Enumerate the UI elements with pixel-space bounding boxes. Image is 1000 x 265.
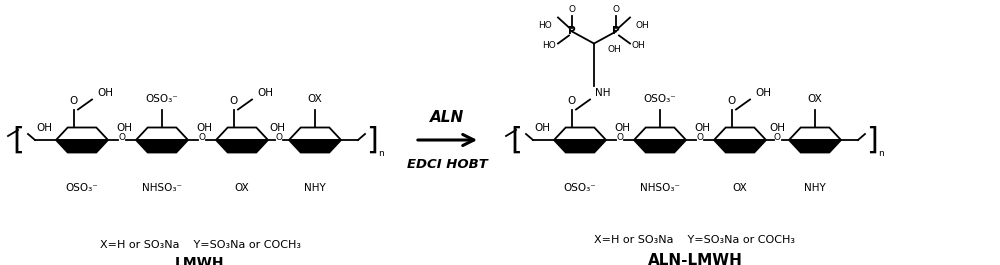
Text: O: O [774,134,781,143]
Text: [: [ [12,126,24,154]
Polygon shape [216,140,268,152]
Text: OSO₃⁻: OSO₃⁻ [146,95,178,104]
Text: OX: OX [733,183,747,193]
Text: [: [ [510,126,522,154]
Text: O: O [198,134,206,143]
Text: OX: OX [808,95,822,104]
Text: ALN-LMWH: ALN-LMWH [648,253,742,265]
Text: OH: OH [196,123,212,133]
Text: OX: OX [235,183,249,193]
Text: OH: OH [269,123,285,133]
Text: OH: OH [632,41,646,50]
Text: ALN: ALN [430,111,464,126]
Text: NH: NH [595,89,610,99]
Text: O: O [70,96,78,107]
Text: NHY: NHY [804,183,826,193]
Polygon shape [714,127,766,140]
Text: P: P [612,26,620,37]
Text: OSO₃⁻: OSO₃⁻ [66,183,98,193]
Text: OH: OH [257,89,273,99]
Text: OSO₃⁻: OSO₃⁻ [644,95,676,104]
Text: OH: OH [534,123,550,133]
Text: OSO₃⁻: OSO₃⁻ [564,183,596,193]
Text: NHSO₃⁻: NHSO₃⁻ [142,183,182,193]
Text: P: P [568,26,576,37]
Text: O: O [119,134,126,143]
Text: n: n [378,149,384,158]
Polygon shape [714,140,766,152]
Text: O: O [230,96,238,107]
Polygon shape [634,127,686,140]
Text: O: O [275,134,282,143]
Polygon shape [136,127,188,140]
Polygon shape [289,127,341,140]
Text: HO: HO [542,41,556,50]
Text: LMWH: LMWH [175,256,225,265]
Polygon shape [789,140,841,152]
Text: OH: OH [755,89,771,99]
Text: ]: ] [366,126,378,154]
Text: HO: HO [538,21,552,30]
Text: NHSO₃⁻: NHSO₃⁻ [640,183,680,193]
Text: OH: OH [116,123,132,133]
Text: OH: OH [614,123,630,133]
Text: O: O [616,134,624,143]
Polygon shape [56,127,108,140]
Polygon shape [634,140,686,152]
Polygon shape [789,127,841,140]
Text: O: O [728,96,736,107]
Polygon shape [289,140,341,152]
Text: O: O [568,96,576,107]
Polygon shape [554,127,606,140]
Text: OH: OH [769,123,785,133]
Text: n: n [878,149,884,158]
Text: OH: OH [694,123,710,133]
Polygon shape [554,140,606,152]
Text: O: O [568,5,576,14]
Text: OH: OH [97,89,113,99]
Text: OH: OH [36,123,52,133]
Text: EDCI HOBT: EDCI HOBT [407,157,487,170]
Text: O: O [696,134,704,143]
Polygon shape [136,140,188,152]
Text: NHY: NHY [304,183,326,193]
Text: OH: OH [608,45,622,54]
Text: ]: ] [866,126,878,154]
Text: X=H or SO₃Na    Y=SO₃Na or COCH₃: X=H or SO₃Na Y=SO₃Na or COCH₃ [594,235,796,245]
Text: X=H or SO₃Na    Y=SO₃Na or COCH₃: X=H or SO₃Na Y=SO₃Na or COCH₃ [100,240,300,250]
Polygon shape [216,127,268,140]
Polygon shape [56,140,108,152]
Text: O: O [612,5,620,14]
Text: OX: OX [308,95,322,104]
Text: OH: OH [636,21,650,30]
